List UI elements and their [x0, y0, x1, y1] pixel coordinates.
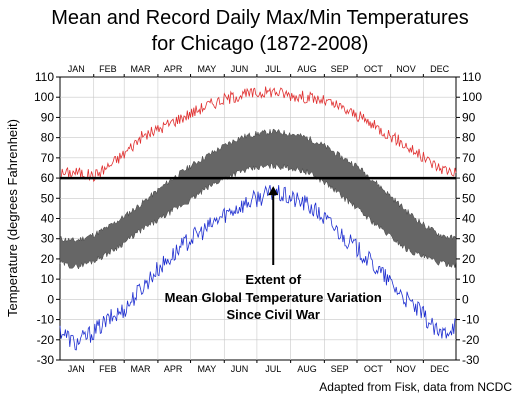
y-tick-label-right: 110 — [462, 70, 481, 84]
month-label-top: AUG — [297, 64, 317, 74]
month-label-bottom: OCT — [364, 364, 384, 374]
y-tick-label-left: 90 — [41, 110, 55, 124]
month-label-bottom: DEC — [430, 364, 450, 374]
y-tick-label-left: 20 — [41, 252, 55, 266]
annotation-group: Extent of Mean Global Temperature Variati… — [165, 186, 382, 322]
month-label-bottom: FEB — [99, 364, 117, 374]
y-tick-label-right: 10 — [462, 272, 476, 286]
annotation-line-3: Since Civil War — [227, 307, 320, 322]
y-tick-label-left: 10 — [41, 272, 55, 286]
y-ticks-right: -30 -20 -10 0 10 20 30 40 50 60 70 80 90 100 110 — [456, 70, 482, 367]
y-tick-label-right: 70 — [462, 151, 476, 165]
month-label-bottom: JUN — [231, 364, 249, 374]
y-tick-label-left: 60 — [41, 171, 55, 185]
annotation-arrow-head — [268, 186, 279, 196]
y-tick-label-right: 100 — [462, 90, 482, 104]
y-tick-label-right: 30 — [462, 232, 476, 246]
y-tick-label-left: -20 — [37, 333, 55, 347]
y-tick-label-right: -10 — [462, 313, 480, 327]
record-max-line — [59, 86, 457, 183]
annotation-line-1: Extent of — [245, 272, 301, 287]
month-label-bottom: AUG — [297, 364, 317, 374]
month-label-top: NOV — [396, 64, 416, 74]
y-tick-label-left: 80 — [41, 131, 55, 145]
y-tick-label-right: -30 — [462, 353, 480, 367]
y-tick-label-left: 50 — [41, 191, 55, 205]
month-label-top: JUN — [231, 64, 249, 74]
y-axis-label: Temperature (degrees Fahrenheit) — [5, 119, 20, 317]
y-tick-label-left: 70 — [41, 151, 55, 165]
annotation-line-2: Mean Global Temperature Variation — [165, 290, 382, 305]
chart-title-line-1: Mean and Record Daily Max/Min Temperatur… — [51, 7, 469, 29]
y-tick-label-right: 0 — [462, 292, 469, 306]
y-tick-label-left: -30 — [37, 353, 55, 367]
y-tick-label-left: 0 — [47, 292, 54, 306]
y-tick-label-left: 40 — [41, 212, 55, 226]
month-label-bottom: NOV — [396, 364, 416, 374]
record-min-line — [59, 184, 457, 351]
month-label-top: MAY — [197, 64, 216, 74]
month-label-top: JAN — [68, 64, 85, 74]
credit-text: Adapted from Fisk, data from NCDC — [319, 380, 512, 394]
y-tick-label-left: 30 — [41, 232, 55, 246]
y-tick-label-right: 90 — [462, 110, 476, 124]
y-tick-label-right: 50 — [462, 191, 476, 205]
y-ticks-left: -30 -20 -10 0 10 20 30 40 50 60 70 80 90 100 110 — [34, 70, 60, 367]
mean-range-band — [59, 128, 457, 270]
y-tick-label-left: 100 — [34, 90, 54, 104]
month-label-top: FEB — [99, 64, 117, 74]
month-label-bottom: JUL — [265, 364, 281, 374]
y-tick-label-right: 20 — [462, 252, 476, 266]
y-tick-label-right: 80 — [462, 131, 476, 145]
chart-title-line-2: for Chicago (1872-2008) — [152, 33, 369, 55]
month-label-bottom: MAY — [197, 364, 216, 374]
y-tick-label-right: 60 — [462, 171, 476, 185]
month-label-top: SEP — [331, 64, 349, 74]
y-tick-label-left: -10 — [37, 313, 55, 327]
month-labels-top: JAN FEB MAR APR MAY JUN JUL AUG SEP OCT NOV DEC — [68, 64, 450, 77]
y-tick-label-right: 40 — [462, 212, 476, 226]
month-labels-bottom: JAN FEB MAR APR MAY JUN JUL AUG SEP OCT NOV DEC — [68, 360, 450, 374]
month-label-bottom: SEP — [331, 364, 349, 374]
mean-range-polygon — [59, 128, 457, 270]
y-tick-label-right: -20 — [462, 333, 480, 347]
month-label-bottom: JAN — [68, 364, 85, 374]
month-label-top: MAR — [131, 64, 152, 74]
month-label-top: OCT — [364, 64, 384, 74]
month-label-bottom: APR — [164, 364, 183, 374]
series-lines — [59, 86, 457, 351]
month-label-top: JUL — [265, 64, 281, 74]
month-label-top: DEC — [430, 64, 450, 74]
y-tick-label-left: 110 — [35, 70, 54, 84]
month-label-bottom: MAR — [131, 364, 152, 374]
month-label-top: APR — [164, 64, 183, 74]
